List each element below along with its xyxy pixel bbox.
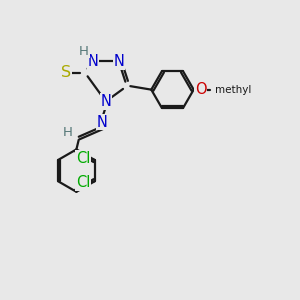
Text: N: N: [113, 54, 124, 69]
Text: H: H: [79, 45, 89, 58]
Text: Cl: Cl: [76, 175, 90, 190]
Text: N: N: [100, 94, 111, 109]
Text: S: S: [61, 65, 71, 80]
Text: N: N: [87, 54, 98, 69]
Text: H: H: [63, 126, 73, 139]
Text: O: O: [195, 82, 207, 97]
Text: N: N: [97, 115, 108, 130]
Text: methyl: methyl: [215, 85, 251, 94]
Text: Cl: Cl: [76, 151, 90, 166]
